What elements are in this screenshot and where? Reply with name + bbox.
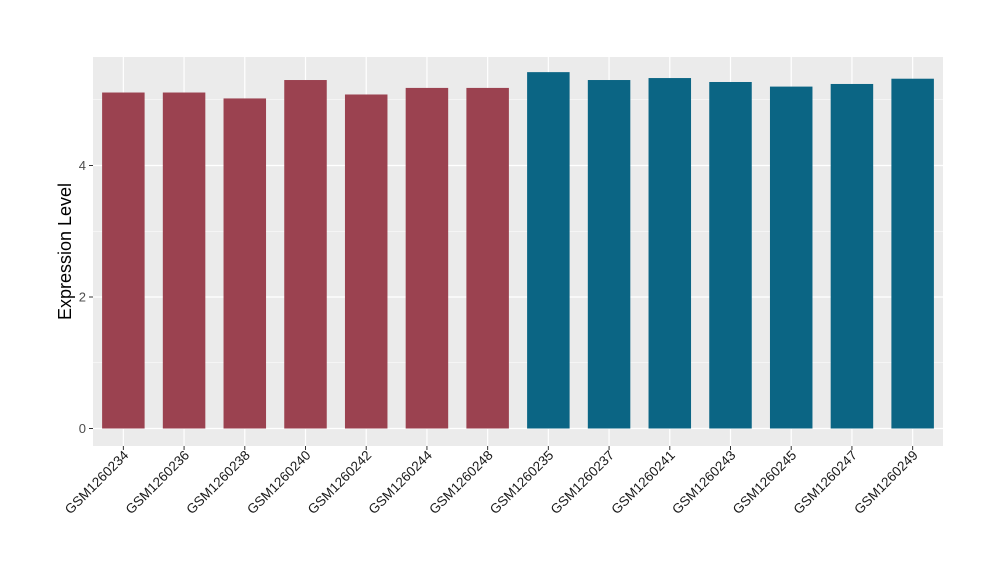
plot-panel [93,57,943,446]
bars-group [102,72,934,429]
y-tick-label: 4 [79,158,86,173]
x-tick-label: GSM1260247 [791,448,861,518]
x-tick-label: GSM1260243 [669,448,739,518]
bar-GSM1260243 [709,81,752,429]
bar-GSM1260244 [405,87,449,429]
y-tick-label: 0 [79,421,86,436]
bar-GSM1260235 [527,72,570,429]
bar-GSM1260241 [648,78,692,429]
y-axis: 0 2 4 [79,158,93,436]
x-tick-label: GSM1260248 [426,448,496,518]
x-tick-label: GSM1260241 [608,448,678,518]
x-tick-label: GSM1260238 [183,448,253,518]
bar-GSM1260240 [284,80,327,429]
x-tick-label: GSM1260242 [305,448,375,518]
x-tick-label: GSM1260240 [244,448,314,518]
x-tick-label: GSM1260235 [487,448,557,518]
x-tick-label: GSM1260236 [123,448,193,518]
bar-GSM1260236 [162,92,206,429]
x-tick-label: GSM1260237 [548,448,618,518]
x-axis: GSM1260234GSM1260236GSM1260238GSM1260240… [62,446,921,517]
bar-GSM1260248 [466,87,509,429]
x-tick-label: GSM1260245 [730,448,800,518]
bar-GSM1260247 [830,83,874,429]
bar-GSM1260249 [891,78,934,429]
bar-GSM1260245 [769,86,813,429]
x-tick-label: GSM1260234 [62,447,132,517]
bar-GSM1260234 [102,92,145,429]
bar-GSM1260237 [587,80,631,429]
y-tick-label: 2 [79,290,86,305]
x-tick-label: GSM1260244 [366,447,436,517]
x-tick-label: GSM1260249 [851,448,921,518]
bar-GSM1260238 [223,98,267,429]
y-axis-title: Expression Level [55,183,75,320]
bar-GSM1260242 [344,94,388,429]
